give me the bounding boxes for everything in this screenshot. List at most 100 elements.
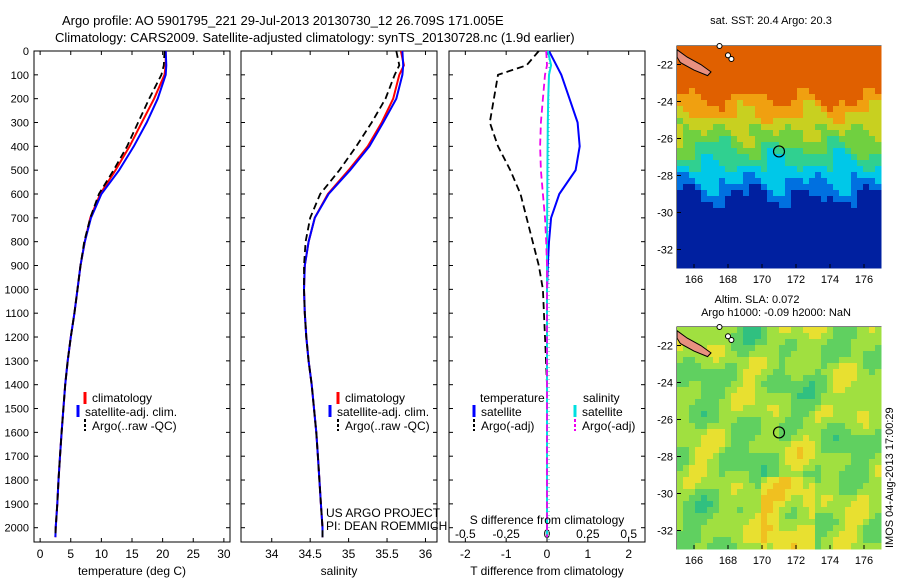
island	[716, 324, 723, 330]
heatmap-cell	[803, 381, 810, 388]
heatmap-cell	[827, 393, 834, 400]
heatmap-cell	[683, 357, 690, 364]
heatmap-cell	[839, 483, 846, 490]
heatmap-cell	[815, 154, 822, 161]
heatmap-cell	[695, 88, 702, 95]
heatmap-cell	[761, 525, 768, 532]
heatmap-cell	[749, 531, 756, 538]
heatmap-cell	[713, 118, 720, 125]
heatmap-cell	[821, 459, 828, 466]
heatmap-cell	[719, 351, 726, 358]
heatmap-cell	[707, 244, 714, 251]
heatmap-cell	[755, 64, 762, 71]
heatmap-cell	[827, 459, 834, 466]
heatmap-cell	[761, 208, 768, 215]
heatmap-cell	[875, 166, 882, 173]
heatmap-cell	[815, 459, 822, 466]
heatmap-cell	[767, 70, 774, 77]
heatmap-cell	[851, 339, 858, 346]
depth-tick-label: 1000	[5, 284, 29, 296]
sst-map-title: sat. SST: 20.4 Argo: 20.3	[710, 15, 832, 27]
heatmap-cell	[803, 214, 810, 221]
heatmap-cell	[851, 507, 858, 514]
heatmap-cell	[845, 525, 852, 532]
heatmap-cell	[773, 58, 780, 65]
heatmap-cell	[845, 387, 852, 394]
heatmap-cell	[725, 489, 732, 496]
heatmap-cell	[773, 46, 780, 53]
heatmap-cell	[809, 142, 816, 149]
heatmap-cell	[719, 82, 726, 89]
heatmap-cell	[731, 531, 738, 538]
heatmap-cell	[833, 441, 840, 448]
heatmap-cell	[863, 531, 870, 538]
heatmap-cell	[869, 363, 876, 370]
heatmap-cell	[809, 46, 816, 53]
heatmap-cell	[815, 94, 822, 101]
heatmap-cell	[785, 202, 792, 209]
heatmap-cell	[689, 387, 696, 394]
heatmap-cell	[863, 244, 870, 251]
heatmap-cell	[701, 447, 708, 454]
heatmap-cell	[869, 483, 876, 490]
heatmap-cell	[755, 381, 762, 388]
heatmap-cell	[845, 393, 852, 400]
heatmap-cell	[701, 136, 708, 143]
heatmap-cell	[755, 52, 762, 59]
heatmap-cell	[833, 465, 840, 472]
heatmap-cell	[791, 232, 798, 239]
heatmap-cell	[719, 256, 726, 263]
heatmap-cell	[773, 345, 780, 352]
heatmap-cell	[785, 214, 792, 221]
heatmap-cell	[863, 357, 870, 364]
heatmap-cell	[791, 100, 798, 107]
heatmap-cell	[875, 184, 882, 191]
heatmap-cell	[701, 184, 708, 191]
heatmap-cell	[803, 136, 810, 143]
heatmap-cell	[713, 136, 720, 143]
heatmap-cell	[731, 507, 738, 514]
heatmap-cell	[791, 417, 798, 424]
heatmap-cell	[851, 100, 858, 107]
heatmap-cell	[755, 519, 762, 526]
sla-map-panel: Altim. SLA: 0.072 Argo h1000: -0.09 h200…	[657, 294, 882, 567]
heatmap-cell	[767, 250, 774, 257]
heatmap-cell	[845, 483, 852, 490]
heatmap-cell	[791, 507, 798, 514]
heatmap-cell	[701, 82, 708, 89]
heatmap-cell	[761, 405, 768, 412]
heatmap-cell	[797, 256, 804, 263]
heatmap-cell	[731, 82, 738, 89]
heatmap-cell	[809, 477, 816, 484]
heatmap-cell	[695, 262, 702, 269]
heatmap-cell	[737, 160, 744, 167]
heatmap-cell	[803, 100, 810, 107]
heatmap-cell	[797, 507, 804, 514]
heatmap-cell	[821, 339, 828, 346]
heatmap-cell	[839, 196, 846, 203]
heatmap-cell	[725, 441, 732, 448]
heatmap-cell	[749, 118, 756, 125]
heatmap-cell	[863, 339, 870, 346]
heatmap-cell	[761, 190, 768, 197]
heatmap-cell	[719, 94, 726, 101]
heatmap-cell	[827, 327, 834, 334]
heatmap-cell	[827, 244, 834, 251]
heatmap-cell	[857, 393, 864, 400]
heatmap-cell	[833, 519, 840, 526]
heatmap-cell	[863, 52, 870, 59]
heatmap-cell	[803, 190, 810, 197]
heatmap-cell	[851, 441, 858, 448]
heatmap-cell	[869, 142, 876, 149]
heatmap-cell	[761, 232, 768, 239]
depth-tick-label: 1200	[5, 332, 29, 344]
salinity-plot-frame	[240, 50, 438, 543]
heatmap-cell	[725, 519, 732, 526]
heatmap-cell	[701, 519, 708, 526]
heatmap-cell	[863, 130, 870, 137]
heatmap-cell	[683, 262, 690, 269]
heatmap-cell	[779, 58, 786, 65]
heatmap-cell	[785, 166, 792, 173]
heatmap-cell	[749, 435, 756, 442]
heatmap-cell	[743, 459, 750, 466]
